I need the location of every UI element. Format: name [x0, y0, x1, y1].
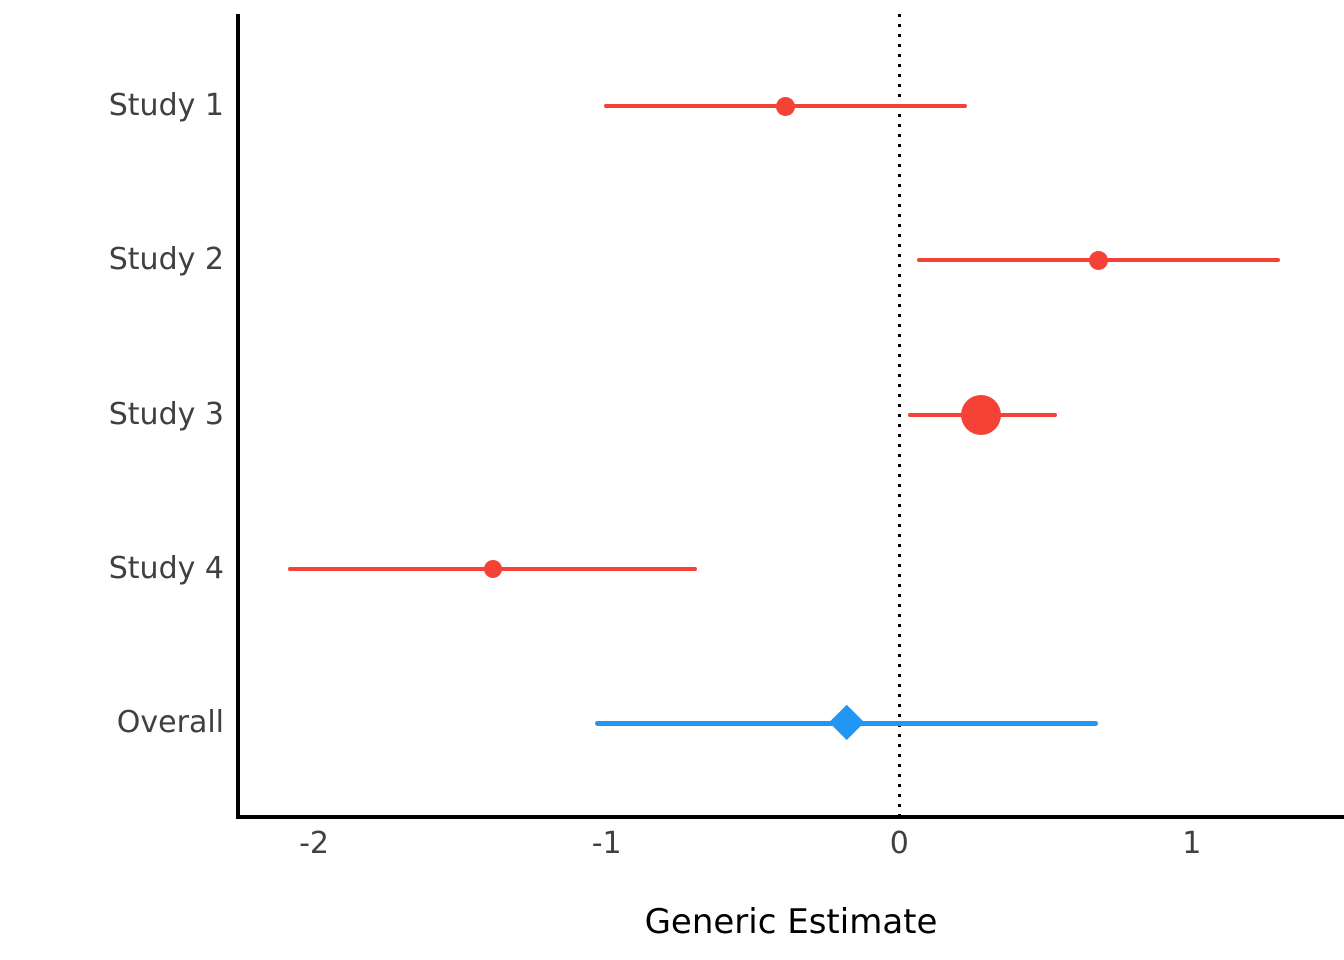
y-tick-label: Study 3	[108, 397, 224, 432]
y-tick-label: Study 1	[108, 88, 224, 123]
estimate-point-marker	[961, 395, 1002, 435]
y-tick-label: Study 2	[108, 242, 224, 277]
estimate-point-marker	[775, 96, 795, 116]
overall-diamond-marker	[828, 704, 865, 741]
x-axis-line	[236, 815, 1344, 819]
zero-reference-line	[897, 14, 901, 815]
y-tick-label: Overall	[116, 705, 224, 740]
y-tick-label: Study 4	[108, 551, 224, 586]
estimate-point-marker	[1088, 250, 1108, 270]
y-axis-line	[236, 14, 240, 819]
x-tick-label: -1	[591, 826, 622, 861]
estimate-point-marker	[483, 560, 502, 578]
x-tick-label: 1	[1182, 826, 1202, 861]
x-tick-label: -2	[299, 826, 330, 861]
x-axis-title: Generic Estimate	[644, 902, 938, 942]
x-tick-label: 0	[889, 826, 909, 861]
